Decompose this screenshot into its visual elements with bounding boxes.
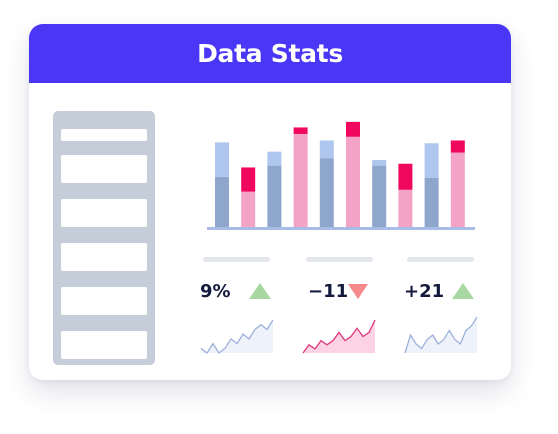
trend-up-icon: [452, 283, 474, 299]
sidebar-item[interactable]: [61, 199, 147, 227]
trend-up-icon: [249, 283, 271, 299]
sparkline-line: [200, 319, 274, 354]
sparkline-line: [404, 316, 478, 354]
bar-segment-top: [319, 140, 334, 159]
sidebar-header-row: [61, 129, 147, 141]
stat-label-placeholder: [407, 257, 474, 262]
bar-segment-top: [450, 140, 465, 153]
bar-segment-top: [293, 127, 308, 134]
bar-segment-top: [215, 142, 229, 177]
card-header: Data Stats: [29, 24, 511, 83]
sidebar-list: [53, 111, 155, 365]
bar-segment-base: [267, 165, 282, 227]
bar-segment-top: [241, 167, 256, 192]
bar-segment-top: [424, 143, 439, 178]
bar-segment-top: [267, 151, 282, 166]
sidebar-item[interactable]: [61, 287, 147, 315]
stacked-bar-chart: [207, 121, 475, 230]
sparkline-line: [302, 319, 376, 354]
x-axis-line: [207, 227, 475, 230]
data-stats-card: Data Stats 9% −11 +21: [29, 24, 511, 380]
sparkline-area: [201, 320, 273, 353]
stat-label-placeholder: [203, 257, 270, 262]
bar-segment-base: [346, 136, 360, 227]
stat-label-placeholder: [306, 257, 373, 262]
sidebar-item[interactable]: [61, 155, 147, 183]
bar-segment-base: [450, 152, 465, 227]
card-title: Data Stats: [197, 39, 343, 68]
stat-value-1: 9%: [200, 281, 231, 302]
bar-segment-base: [424, 177, 439, 227]
bar-segment-base: [241, 191, 256, 227]
stat-value-3: +21: [404, 281, 445, 302]
bar-segment-base: [293, 133, 308, 227]
bar-segment-top: [346, 121, 360, 137]
bar-segment-base: [398, 189, 413, 227]
bar-segment-base: [372, 165, 387, 227]
bar-segment-base: [319, 158, 334, 227]
sparkline-area: [405, 317, 477, 353]
bar-segment-top: [372, 160, 387, 166]
sidebar-item[interactable]: [61, 243, 147, 271]
bar-segment-top: [398, 163, 413, 190]
bar-segment-base: [215, 176, 229, 227]
sidebar-item[interactable]: [61, 331, 147, 359]
trend-down-icon: [348, 284, 368, 299]
sparklines: [200, 316, 478, 354]
sparkline-area: [303, 320, 375, 353]
stat-value-2: −11: [308, 281, 349, 302]
